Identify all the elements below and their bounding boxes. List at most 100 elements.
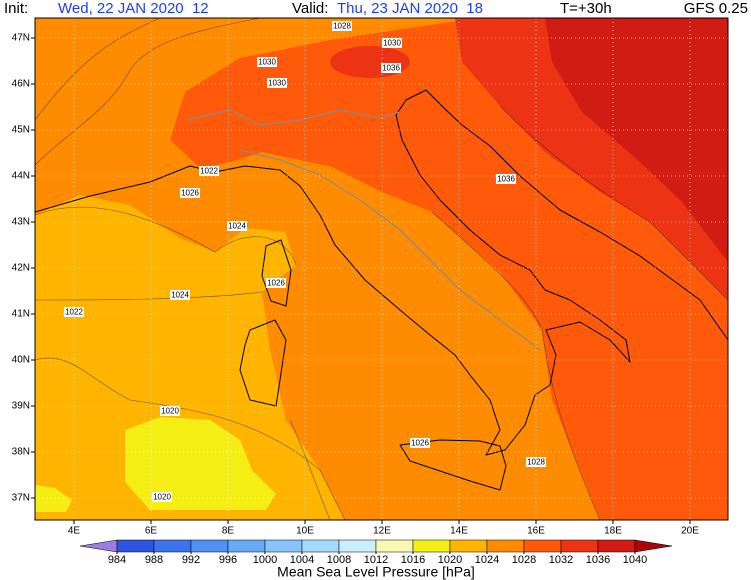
lon-label: 18E: [604, 526, 622, 537]
contour-label: 1030: [383, 39, 401, 48]
contour-labels: 1028 1030 1030 1030 1036 1022 1026 1024 1024 1026…: [64, 21, 546, 502]
lat-label: 42N: [12, 263, 30, 274]
pressure-field: [35, 18, 728, 520]
contour-label: 1020: [153, 493, 171, 502]
colorbar-swatch: [486, 539, 525, 553]
colorbar-tick-label: 992: [182, 554, 200, 566]
contour-label-bg: [180, 188, 200, 198]
contour-label-bg: [382, 38, 402, 48]
colorbar: 984 988 992 996 1000 1004 1008 1012 1016 1020 1024…: [79, 539, 673, 566]
contour-label: 1036: [382, 64, 400, 73]
contour-label-bg: [199, 166, 219, 176]
pressure-band: [545, 18, 728, 262]
isobar: [431, 211, 601, 520]
contour-label: 1030: [258, 58, 276, 67]
colorbar-tick-label: 1028: [512, 554, 536, 566]
coastline-sicily: [399, 439, 507, 491]
colorbar-swatch: [375, 539, 414, 553]
colorbar-tick-label: 1016: [401, 554, 425, 566]
contour-label: 1026: [181, 189, 199, 198]
valid-value: Thu, 23 JAN 2020 18: [337, 0, 483, 17]
pressure-band: [35, 195, 345, 520]
colorbar-tick-label: 1000: [253, 554, 277, 566]
colorbar-swatch: [449, 539, 488, 553]
colorbar-swatch: [227, 539, 266, 553]
lat-label: 38N: [12, 447, 30, 458]
contour-label-bg: [496, 174, 516, 184]
coastline-corsica: [261, 239, 292, 307]
init-label: Init:: [4, 0, 28, 17]
colorbar-swatch: [338, 539, 377, 553]
isobar: [35, 357, 346, 520]
colorbar-swatch: [412, 539, 451, 553]
contour-label-bg: [410, 438, 430, 448]
colorbar-swatch: [597, 539, 636, 553]
lat-label: 44N: [12, 171, 30, 182]
pressure-band: [330, 46, 410, 78]
colorbar-swatch: [301, 539, 340, 553]
isobar: [289, 419, 331, 520]
contour-label: 1020: [161, 407, 179, 416]
contour-label-bg: [526, 457, 546, 467]
contour-label: 1026: [267, 279, 285, 288]
init-value: Wed, 22 JAN 2020 12: [58, 0, 209, 17]
lon-label: 6E: [145, 526, 158, 537]
colorbar-tick-label: 988: [145, 554, 163, 566]
colorbar-low-end: [79, 539, 118, 553]
isobar: [35, 206, 297, 266]
map-axes: 47N 46N 45N 44N 43N 42N 41N 40N 39N 38N 37N 4E 6E 8E 1…: [12, 33, 700, 537]
lon-label: 16E: [527, 526, 545, 537]
lon-label: 8E: [222, 526, 235, 537]
contour-label-bg: [64, 307, 84, 317]
colorbar-swatch: [190, 539, 229, 553]
contour-label: 1028: [333, 22, 351, 31]
colorbar-title: Mean Sea Level Pressure [hPa]: [277, 564, 475, 580]
lon-label: 20E: [681, 526, 699, 537]
isobar: [499, 105, 728, 301]
lon-label: 4E: [68, 526, 81, 537]
contour-label-bg: [332, 21, 352, 31]
colorbar-tick-label: 1008: [327, 554, 351, 566]
colorbar-tick-label: 1004: [290, 554, 314, 566]
lon-label: 10E: [296, 526, 314, 537]
contour-label-bg: [257, 57, 277, 67]
political-border: [184, 109, 541, 351]
colorbar-tick-label: 984: [108, 554, 126, 566]
colorbar-swatch: [116, 539, 155, 553]
colorbar-swatch: [560, 539, 599, 553]
contour-label: 1028: [527, 458, 545, 467]
contour-label-bg: [160, 406, 180, 416]
isobar: [35, 18, 161, 121]
colorbar-tick-label: 1020: [438, 554, 462, 566]
contour-label: 1036: [497, 175, 515, 184]
colorbar-swatch: [523, 539, 562, 553]
contour-label-bg: [170, 290, 190, 300]
lat-label: 47N: [12, 33, 30, 44]
contour-label: 1024: [228, 222, 246, 231]
colorbar-tick-label: 1036: [586, 554, 610, 566]
lead-time: T=+30h: [560, 0, 612, 17]
lat-label: 39N: [12, 401, 30, 412]
contour-label-bg: [266, 278, 286, 288]
contour-label-bg: [227, 221, 247, 231]
contour-label-bg: [152, 492, 172, 502]
valid-label: Valid:: [292, 0, 328, 17]
colorbar-tick-label: 996: [219, 554, 237, 566]
model-name: GFS 0.25: [684, 0, 748, 17]
contour-label: 1022: [200, 167, 218, 176]
colorbar-tick-label: 1040: [623, 554, 647, 566]
pressure-band: [125, 417, 276, 510]
contour-label-bg: [381, 63, 401, 73]
contour-label-bg: [267, 78, 287, 88]
lat-label: 40N: [12, 355, 30, 366]
colorbar-tick-label: 1032: [549, 554, 573, 566]
contour-label: 1030: [268, 79, 286, 88]
lat-label: 43N: [12, 217, 30, 228]
isobar: [35, 18, 261, 166]
contour-label: 1024: [171, 291, 189, 300]
colorbar-swatch: [264, 539, 303, 553]
colorbar-tick-label: 1012: [364, 554, 388, 566]
colorbar-swatch: [153, 539, 192, 553]
